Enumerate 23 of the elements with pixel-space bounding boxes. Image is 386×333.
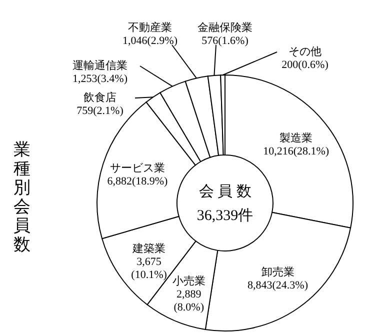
slice-label: その他: [288, 46, 322, 58]
text: 36,339件: [196, 208, 254, 224]
data-label: 1,046(2.9%): [122, 35, 178, 47]
data-label: 2,889(8.0%): [174, 288, 204, 314]
slice-label: 小売業: [172, 274, 206, 288]
slice-label: サービス業: [110, 162, 165, 175]
slice-label: 不動産業: [128, 21, 172, 34]
data-label: 1,253(3.4%): [72, 73, 128, 85]
text: 会 員 数: [198, 183, 252, 200]
data-label: 10,216(28.1%): [263, 146, 330, 158]
slice-label: 建築業: [132, 242, 166, 255]
slice-label: 製造業: [280, 132, 313, 145]
legend-label: 飲食店: [84, 91, 116, 104]
data-label: 3,675(10.1%): [131, 256, 168, 281]
data-label: 759(2.1%): [76, 105, 124, 117]
text: 業種別会員数: [14, 140, 30, 254]
slice-label: 卸売業: [261, 265, 294, 278]
data-label: 6,882(18.9%): [107, 176, 168, 188]
data-label: 576(1.6%): [202, 35, 249, 47]
data-label: 8,843(24.3%): [248, 279, 308, 292]
slice-label: 金融保険業: [198, 22, 252, 34]
slice-label: 運輸通信業: [72, 59, 128, 72]
data-label: 200(0.6%): [282, 59, 329, 71]
